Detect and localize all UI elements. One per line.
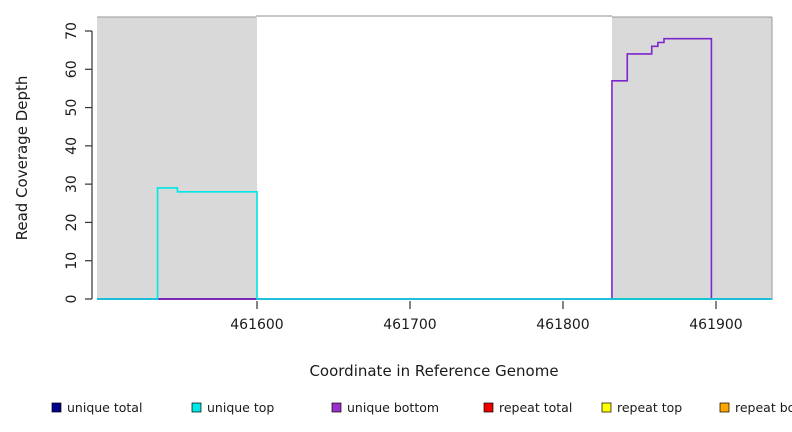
x-tick-group: 461600 461700 461800 461900	[230, 301, 743, 333]
shaded-regions-group	[97, 15, 773, 300]
repeat-region-right-shading	[611, 17, 772, 300]
x-tick-label: 461600	[230, 317, 283, 333]
y-axis-title: Read Coverage Depth	[13, 76, 31, 241]
x-tick-label: 461900	[689, 317, 742, 333]
x-axis-title: Coordinate in Reference Genome	[309, 362, 558, 380]
x-tick-label: 461800	[536, 317, 589, 333]
y-tick-label: 0	[64, 295, 80, 304]
legend-swatch-unique-top	[191, 402, 202, 413]
x-axis: 461600 461700 461800 461900 Coordinate in R…	[230, 301, 743, 380]
legend-label-repeat-total: repeat total	[499, 400, 572, 415]
legend-swatch-repeat-total	[483, 402, 494, 413]
legend-label-unique-top: unique top	[207, 400, 274, 415]
plot-region-outline	[97, 16, 773, 300]
series-unique-top	[97, 187, 772, 300]
y-tick-label: 60	[64, 60, 80, 78]
y-axis: 0 10 20 30 40 50 60 70 Read Coverage Depth	[13, 22, 93, 303]
series-group	[97, 37, 772, 300]
chart-legend: unique total unique top unique bottom repea…	[51, 400, 792, 415]
y-tick-label: 50	[64, 99, 80, 117]
legend-label-repeat-top: repeat top	[617, 400, 682, 415]
series-unique-bottom	[97, 37, 772, 300]
legend-swatch-unique-bottom	[331, 402, 342, 413]
y-tick-group: 0 10 20 30 40 50 60 70	[64, 22, 92, 303]
legend-swatch-repeat-top	[601, 402, 612, 413]
legend-label-repeat-bottom: repeat bottom	[735, 400, 792, 415]
legend-swatch-unique-total	[51, 402, 62, 413]
y-tick-label: 40	[64, 137, 80, 155]
x-tick-label: 461700	[383, 317, 436, 333]
y-tick-label: 30	[64, 175, 80, 193]
repeat-region-left-shading	[97, 17, 257, 300]
y-tick-label: 20	[64, 214, 80, 232]
legend-swatch-repeat-bottom	[719, 402, 730, 413]
y-tick-label: 70	[64, 22, 80, 40]
legend-label-unique-total: unique total	[67, 400, 142, 415]
legend-label-unique-bottom: unique bottom	[347, 400, 439, 415]
y-tick-label: 10	[64, 252, 80, 270]
